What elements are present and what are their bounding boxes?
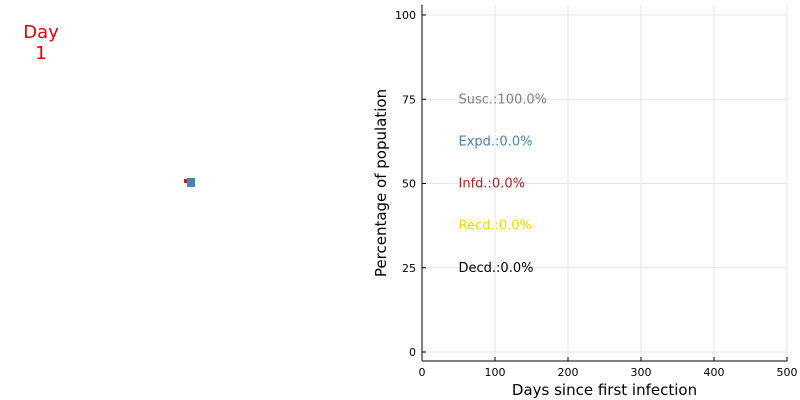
y-tick-label: 0 [409, 346, 416, 359]
stat-label-susc: Susc.:100.0% [459, 92, 548, 107]
x-axis-ticks: 0 100 200 300 400 500 [419, 357, 798, 379]
compartment-stats: Susc.:100.0% Expd.:0.0% Infd.:0.0% Recd.:0.… [459, 92, 548, 276]
x-tick-label: 300 [631, 366, 652, 379]
y-tick-label: 75 [402, 93, 416, 106]
chart-gridlines [421, 5, 788, 361]
stat-label-infd: Infd.:0.0% [459, 177, 525, 192]
day-counter: Day 1 [12, 22, 70, 64]
stat-label-decd: Decd.:0.0% [459, 261, 534, 276]
y-tick-label: 100 [395, 9, 416, 22]
x-axis-title: Days since first infection [512, 381, 697, 399]
day-word: Day [23, 22, 59, 43]
stat-label-expd: Expd.:0.0% [459, 134, 533, 149]
x-tick-label: 400 [704, 366, 725, 379]
day-number: 1 [35, 43, 47, 64]
x-tick-label: 200 [558, 366, 579, 379]
stat-label-recd: Recd.:0.0% [459, 219, 532, 234]
x-tick-label: 500 [777, 366, 798, 379]
x-tick-label: 0 [419, 366, 426, 379]
grid-cell-infected [184, 179, 187, 183]
x-tick-label: 100 [485, 366, 506, 379]
y-axis-ticks: 0 25 50 75 100 [395, 9, 426, 359]
population-grid [184, 178, 195, 187]
y-axis-title: Percentage of population [372, 89, 390, 277]
y-tick-label: 50 [402, 178, 416, 191]
y-tick-label: 25 [402, 262, 416, 275]
grid-cell-exposed [187, 178, 195, 187]
